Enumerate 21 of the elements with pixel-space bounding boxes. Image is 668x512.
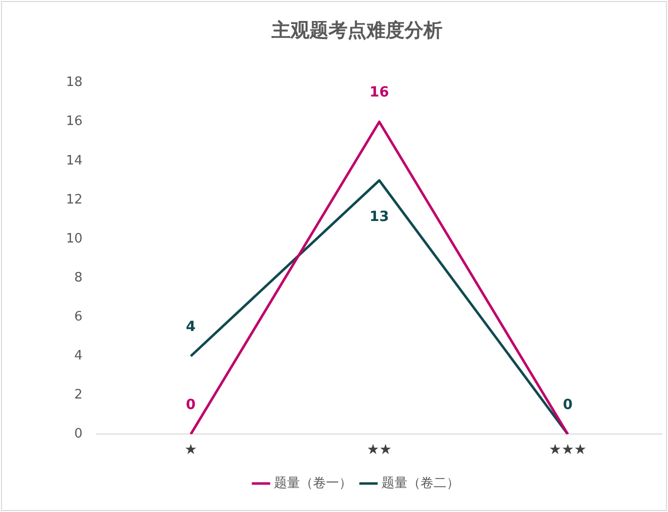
y-tick-label: 6 bbox=[74, 309, 83, 324]
y-tick-label: 14 bbox=[66, 153, 83, 168]
data-label: 0 bbox=[562, 396, 573, 413]
chart-title: 主观题考点难度分析 bbox=[270, 19, 442, 42]
y-tick-label: 4 bbox=[74, 348, 83, 364]
y-tick-label: 10 bbox=[66, 231, 83, 246]
y-tick-label: 12 bbox=[66, 192, 83, 208]
x-tick-label: ★★ bbox=[366, 442, 392, 458]
y-tick-label: 2 bbox=[74, 388, 83, 403]
y-tick-label: 8 bbox=[74, 270, 83, 286]
y-tick-label: 0 bbox=[74, 426, 83, 442]
y-tick-label: 16 bbox=[66, 114, 83, 130]
legend-label: 题量（卷一） bbox=[274, 476, 352, 491]
data-label: 0 bbox=[186, 396, 196, 413]
data-label: 4 bbox=[186, 318, 196, 335]
legend-label: 题量（卷二） bbox=[382, 476, 460, 491]
data-label: 13 bbox=[370, 209, 390, 226]
y-tick-label: 18 bbox=[66, 75, 83, 90]
x-tick-label: ★★★ bbox=[548, 442, 587, 458]
data-label: 16 bbox=[370, 84, 390, 100]
x-tick-label: ★ bbox=[184, 442, 198, 458]
